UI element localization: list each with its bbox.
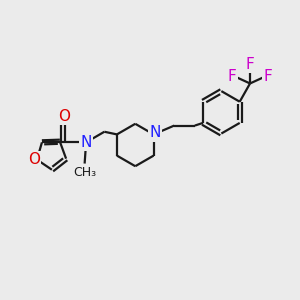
Text: O: O — [58, 109, 70, 124]
Text: N: N — [149, 125, 161, 140]
Text: N: N — [80, 135, 92, 150]
Text: F: F — [228, 70, 237, 85]
Text: CH₃: CH₃ — [73, 167, 96, 179]
Text: F: F — [246, 57, 254, 72]
Text: F: F — [263, 70, 272, 85]
Text: O: O — [28, 152, 40, 167]
